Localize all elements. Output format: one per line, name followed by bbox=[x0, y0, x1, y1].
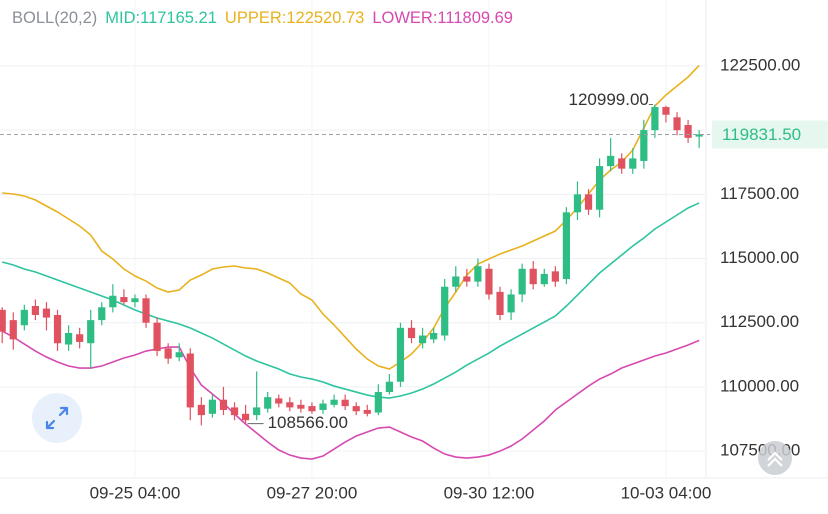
expand-button[interactable] bbox=[32, 393, 82, 443]
candle-body bbox=[319, 403, 327, 410]
candle-body bbox=[164, 348, 172, 359]
y-tick-label: 115000.00 bbox=[720, 248, 799, 267]
candle-body bbox=[452, 276, 460, 287]
candle-body bbox=[98, 307, 106, 321]
last-price-tag bbox=[712, 120, 828, 149]
candle-body bbox=[20, 309, 28, 326]
y-tick-label: 122500.00 bbox=[720, 55, 800, 74]
x-tick-label: 10-03 04:00 bbox=[621, 483, 712, 502]
candle-body bbox=[407, 327, 416, 339]
candle-body bbox=[297, 404, 305, 409]
candle-body bbox=[109, 295, 117, 308]
candle-body bbox=[629, 158, 637, 169]
candle-body bbox=[31, 306, 39, 315]
candle-body bbox=[684, 125, 692, 138]
candle-body bbox=[595, 166, 604, 210]
candle-body bbox=[142, 298, 150, 323]
candle-body bbox=[186, 353, 194, 408]
candle-body bbox=[418, 335, 427, 344]
legend-entry: LOWER:111809.69 bbox=[372, 9, 513, 27]
x-tick-label: 09-27 20:00 bbox=[267, 483, 358, 502]
candle-body bbox=[286, 402, 294, 408]
scroll-top-button[interactable] bbox=[758, 441, 792, 475]
candle-body bbox=[275, 398, 283, 404]
candle-body bbox=[518, 268, 526, 295]
candle-body bbox=[607, 155, 615, 167]
candle-body bbox=[584, 194, 593, 210]
candle-body bbox=[673, 117, 681, 131]
candle-body bbox=[208, 399, 216, 414]
y-tick-label: 110000.00 bbox=[720, 376, 799, 395]
y-tick-label: 117500.00 bbox=[720, 184, 799, 203]
candle-body bbox=[9, 320, 17, 340]
candle-body bbox=[64, 332, 73, 345]
candle-body bbox=[496, 291, 504, 315]
candle-body bbox=[529, 268, 537, 285]
candle-body bbox=[463, 276, 471, 282]
annotation-label: 108566.00 bbox=[268, 413, 348, 432]
candle-body bbox=[253, 407, 261, 416]
candle-body bbox=[662, 107, 670, 115]
candle-body bbox=[396, 327, 405, 382]
candle-body bbox=[197, 404, 205, 416]
candle-body bbox=[120, 297, 128, 303]
candle-body bbox=[76, 334, 84, 342]
candle-body bbox=[485, 268, 493, 295]
candle-body bbox=[230, 407, 239, 416]
last-price-label: 119831.50 bbox=[722, 125, 801, 144]
candle-body bbox=[241, 413, 250, 421]
candle-body bbox=[573, 194, 582, 213]
candle-body bbox=[352, 406, 360, 412]
candle-body bbox=[308, 406, 316, 412]
band-line bbox=[2, 64, 700, 370]
candle-body bbox=[330, 399, 338, 405]
candle-body bbox=[42, 308, 51, 318]
candle-body bbox=[507, 294, 515, 313]
legend-entry: UPPER:122520.73 bbox=[224, 9, 365, 27]
candle-body bbox=[540, 273, 548, 285]
candle-body bbox=[551, 271, 559, 282]
x-tick-label: 09-30 12:00 bbox=[444, 483, 535, 502]
legend-entry: MID:117165.21 bbox=[105, 9, 217, 27]
candle-body bbox=[219, 399, 228, 410]
band-line bbox=[2, 202, 700, 399]
candle-body bbox=[363, 409, 371, 414]
indicator-name: BOLL(20,2) bbox=[12, 9, 98, 27]
candle-body bbox=[474, 266, 482, 282]
candle-body bbox=[651, 107, 659, 131]
candle-body bbox=[430, 332, 438, 340]
candle-body bbox=[87, 320, 95, 344]
annotation-label: 120999.00 bbox=[569, 90, 649, 109]
candle-body bbox=[374, 392, 382, 413]
band-line bbox=[1, 330, 700, 460]
candle-body bbox=[385, 381, 393, 393]
candle-body bbox=[695, 134, 703, 137]
candle-body bbox=[53, 314, 62, 344]
indicator-legend: BOLL(20,2) MID:117165.21 UPPER:122520.73… bbox=[12, 9, 513, 28]
candle-body bbox=[618, 158, 626, 169]
candle-body bbox=[341, 399, 349, 407]
x-tick-label: 09-25 04:00 bbox=[90, 483, 181, 502]
y-tick-label: 112500.00 bbox=[720, 312, 799, 331]
candle-body bbox=[562, 212, 570, 280]
candle-body bbox=[131, 298, 139, 303]
candle-body bbox=[153, 322, 161, 351]
candle-body bbox=[441, 286, 449, 336]
candle-body bbox=[264, 397, 272, 409]
candle-body bbox=[175, 352, 183, 358]
candle-body bbox=[0, 309, 6, 332]
candle-body bbox=[640, 130, 648, 161]
